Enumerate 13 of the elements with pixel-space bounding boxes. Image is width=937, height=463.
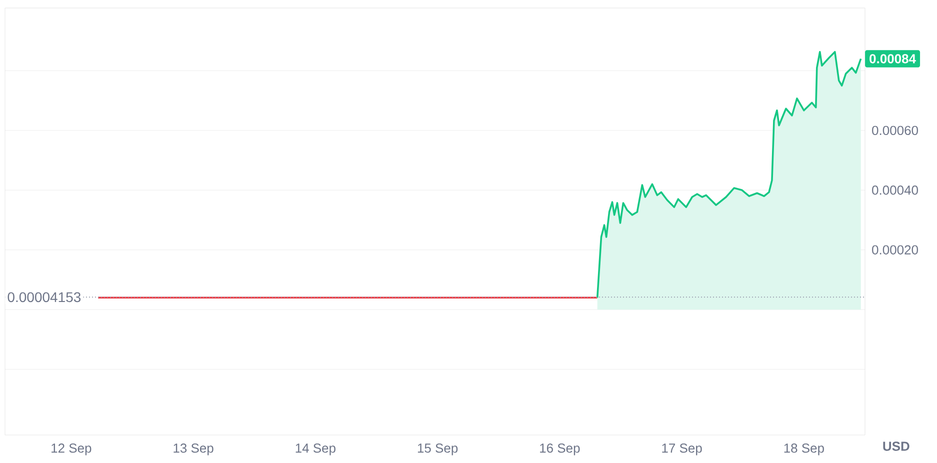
x-tick-label: 16 Sep <box>540 444 580 456</box>
x-tick-label: 18 Sep <box>784 444 824 456</box>
text: USD <box>883 442 910 451</box>
y-tick-label: 0.00040 <box>872 186 918 195</box>
x-tick-label: 12 Sep <box>52 444 92 456</box>
y-tick-label: 0.00060 <box>872 126 918 136</box>
x-tick-label: 13 Sep <box>174 444 214 456</box>
annotation: 0.00084 <box>870 54 916 64</box>
ref-line-label: 0.00004153 <box>8 292 81 302</box>
x-tick-label: 14 Sep <box>296 444 336 456</box>
x-tick-label: 15 Sep <box>418 444 458 456</box>
y-tick-label: 0.00020 <box>872 245 918 254</box>
x-tick-label: 17 Sep <box>662 444 702 456</box>
